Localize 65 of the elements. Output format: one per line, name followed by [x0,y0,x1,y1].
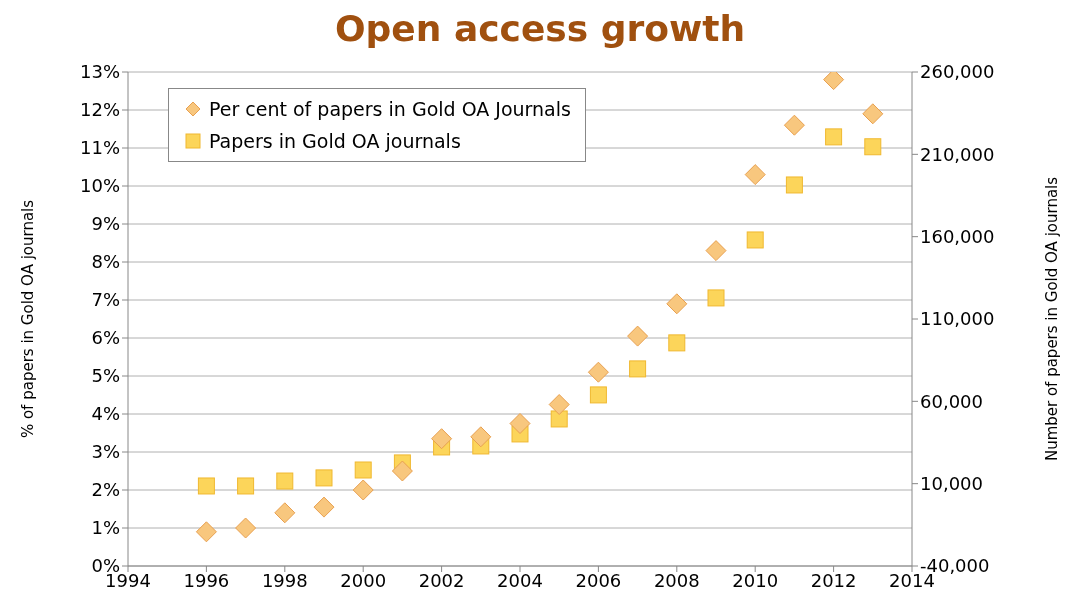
point [352,479,374,501]
point [589,386,607,404]
point [705,240,727,262]
legend-label: Per cent of papers in Gold OA Journals [209,97,571,122]
y2-tick-label: 60,000 [920,390,983,412]
point [548,394,570,415]
point [391,460,413,482]
y-tick-label: 13% [79,61,120,83]
point [313,496,335,518]
x-tick-label: 1998 [261,569,308,591]
point [195,521,217,543]
y-tick-label: 2% [91,479,120,501]
point [864,138,882,156]
point [197,477,215,495]
y2-tick-label: 110,000 [920,308,995,330]
y-tick-label: 4% [91,403,120,425]
point [785,176,803,194]
y-tick-label: 5% [91,365,120,387]
point [823,72,845,91]
point [470,426,492,448]
y2-tick-label: 10,000 [920,473,983,495]
point [825,128,843,146]
point [237,477,255,495]
point [550,410,568,428]
y-tick-label: 12% [79,99,120,121]
x-tick-label: 2004 [497,569,543,591]
y2-tick-label: 210,000 [920,143,995,165]
point [431,428,453,450]
point [315,469,333,487]
y2-axis-title: Number of papers in Gold OA journals [1043,176,1062,462]
y2-tick-label: 160,000 [920,226,995,248]
point [509,413,531,434]
point [666,293,688,315]
point [746,231,764,249]
point [744,164,766,186]
legend-label: Papers in Gold OA journals [209,129,461,154]
y-tick-label: 3% [91,441,120,463]
y-tick-label: 11% [79,137,120,159]
point [235,517,257,539]
point [862,103,884,125]
x-tick-label: 2010 [732,569,779,591]
x-tick-label: 2012 [810,569,857,591]
y-tick-label: 10% [79,175,120,197]
point [276,472,294,490]
y-tick-label: 6% [91,327,120,349]
chart-title: Open access growth [333,8,747,51]
x-tick-label: 2006 [575,569,622,591]
point [274,502,296,524]
y-tick-label: 8% [91,251,120,273]
point [707,289,725,307]
point [668,334,686,352]
point [783,114,805,136]
point [629,360,647,378]
y-tick-label: 9% [91,213,120,235]
y-tick-label: 1% [91,517,120,539]
y-axis-title: % of papers in Gold OA journals [19,199,38,439]
point [354,461,372,479]
point [587,361,609,383]
y-tick-label: 7% [91,289,120,311]
x-tick-label: 2008 [653,569,700,591]
point [627,325,649,347]
x-tick-label: 2000 [340,569,387,591]
x-tick-label: 2002 [418,569,465,591]
y2-tick-label: 260,000 [920,61,995,83]
x-tick-label: 1996 [183,569,230,591]
